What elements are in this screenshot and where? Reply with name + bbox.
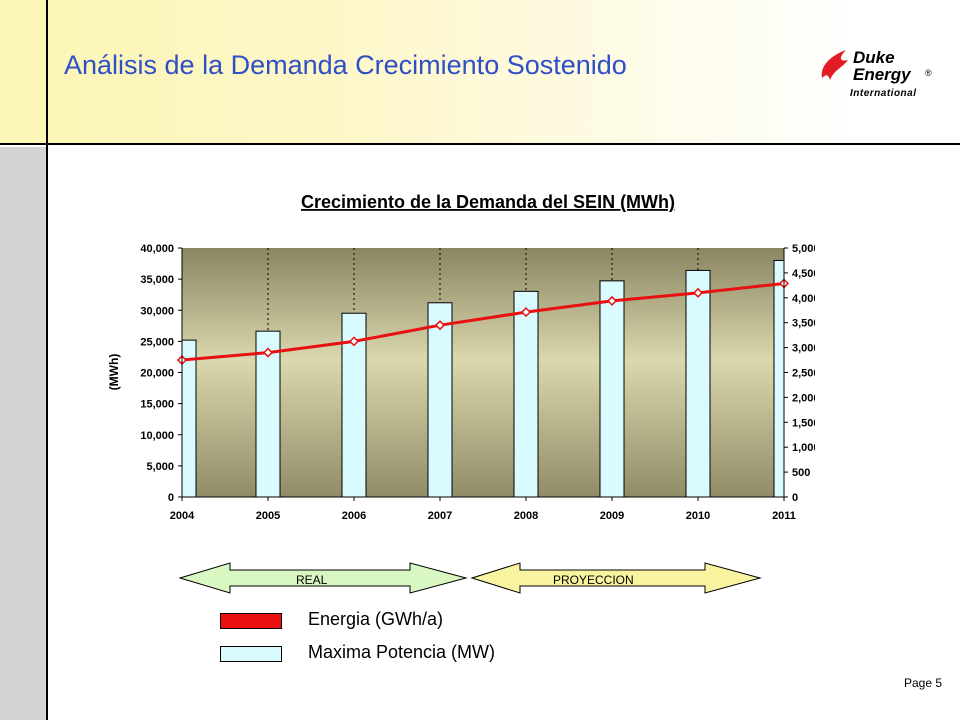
left-tick-label: 0 — [168, 492, 174, 504]
registered-mark: ® — [925, 68, 932, 78]
plot-area — [182, 248, 784, 497]
bar-max-power — [427, 302, 453, 498]
right-tick-label: 5,000 — [792, 243, 815, 255]
legend-swatch-power — [220, 646, 282, 662]
right-tick-label: 3,500 — [792, 318, 815, 330]
projection-period-label: PROYECCION — [553, 573, 634, 587]
chart-title: Crecimiento de la Demanda del SEIN (MWh) — [301, 192, 675, 212]
right-tick-label: 2,000 — [792, 392, 815, 404]
right-tick-label: 1,500 — [792, 417, 815, 429]
right-tick-label: 2,500 — [792, 368, 815, 380]
point-energy — [606, 295, 618, 306]
real-period-arrow — [178, 562, 468, 594]
real-period-label: REAL — [296, 573, 328, 587]
page-number: Page 5 — [904, 676, 943, 690]
right-tick-label: 3,000 — [792, 343, 815, 355]
left-tick-label: 5,000 — [146, 461, 174, 473]
legend-label-energy: Energia (GWh/a) — [308, 609, 444, 629]
point-energy — [434, 320, 446, 331]
series-line-energy — [181, 281, 785, 362]
right-tick-label: 4,500 — [792, 268, 815, 280]
x-tick-label: 2010 — [686, 510, 710, 522]
logo-word-international: International — [850, 88, 917, 99]
point-energy — [692, 287, 704, 298]
page-title: Análisis de la Demanda Crecimiento Soste… — [64, 50, 627, 80]
x-tick-label: 2004 — [170, 510, 195, 522]
left-tick-label: 30,000 — [140, 305, 174, 317]
horizontal-divider — [0, 143, 960, 145]
right-tick-label: 500 — [792, 467, 810, 479]
legend-label-power: Maxima Potencia (MW) — [308, 642, 496, 662]
right-tick-label: 0 — [792, 492, 798, 504]
y-axis-label: (MWh) — [107, 354, 121, 391]
x-tick-label: 2008 — [514, 510, 538, 522]
duke-energy-logo: Duke Energy ® International — [818, 46, 938, 106]
x-tick-label: 2007 — [428, 510, 452, 522]
left-tick-label: 40,000 — [140, 243, 174, 255]
left-tick-label: 15,000 — [140, 399, 174, 411]
header-background — [0, 0, 960, 143]
bar-max-power — [181, 339, 197, 498]
right-tick-label: 1,000 — [792, 442, 815, 454]
logo-word-energy: Energy — [853, 65, 911, 84]
point-energy — [262, 347, 274, 358]
x-tick-label: 2011 — [772, 510, 796, 522]
projection-period-arrow — [470, 562, 762, 594]
left-tick-label: 25,000 — [140, 336, 174, 348]
bar-max-power — [513, 290, 539, 498]
point-energy — [348, 336, 360, 347]
right-tick-label: 4,000 — [792, 293, 815, 305]
demand-growth-chart: Crecimiento de la Demanda del SEIN (MWh)… — [107, 192, 815, 522]
left-tick-label: 10,000 — [140, 430, 174, 442]
left-tick-label: 35,000 — [140, 274, 174, 286]
x-tick-label: 2009 — [600, 510, 624, 522]
x-tick-label: 2006 — [342, 510, 366, 522]
left-sidebar-bar — [0, 147, 46, 720]
bar-max-power — [685, 269, 711, 498]
flame-icon — [821, 50, 848, 80]
bar-max-power — [599, 280, 625, 498]
vertical-divider — [46, 0, 48, 720]
bar-max-power — [773, 259, 785, 498]
logo-word-duke: Duke — [853, 48, 895, 67]
period-arrows: REAL PROYECCION — [178, 562, 762, 594]
point-energy — [520, 307, 532, 318]
x-tick-label: 2005 — [256, 510, 280, 522]
legend-swatch-energy — [220, 613, 282, 629]
left-tick-label: 20,000 — [140, 368, 174, 380]
